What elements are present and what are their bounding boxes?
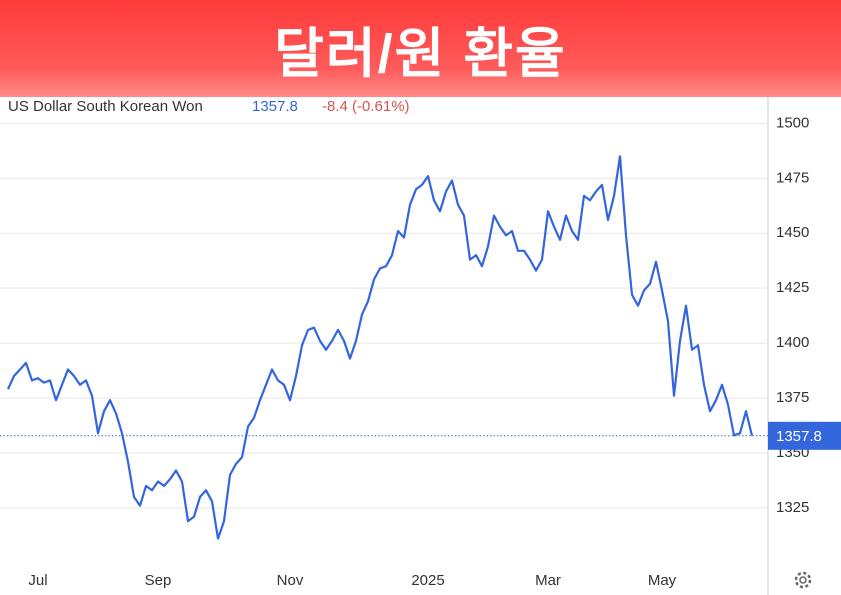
y-tick-label: 1325 — [776, 499, 809, 516]
legend-name: US Dollar South Korean Won — [8, 98, 203, 115]
x-tick-label: Jul — [28, 572, 47, 589]
x-tick-label: Mar — [535, 572, 561, 589]
y-tick-label: 1500 — [776, 114, 809, 131]
title-banner: 달러/원 환율 — [0, 0, 841, 97]
line-series — [6, 155, 754, 540]
legend-change: -8.4 (-0.61%) — [322, 98, 410, 115]
chart-title: 달러/원 환율 — [274, 24, 567, 84]
x-tick-label: Nov — [277, 572, 304, 589]
y-tick-label: 1450 — [776, 224, 809, 241]
legend-value: 1357.8 — [252, 98, 298, 115]
price-tag-label: 1357.8 — [776, 428, 822, 445]
y-tick-label: 1375 — [776, 389, 809, 406]
y-tick-label: 1475 — [776, 169, 809, 186]
y-tick-label: 1400 — [776, 334, 809, 351]
x-tick-label: Sep — [145, 572, 172, 589]
x-tick-label: 2025 — [411, 572, 444, 589]
x-tick-label: May — [648, 572, 677, 589]
price-tag — [768, 421, 841, 450]
settings-icon[interactable] — [794, 571, 812, 589]
y-tick-label: 1425 — [776, 279, 809, 296]
